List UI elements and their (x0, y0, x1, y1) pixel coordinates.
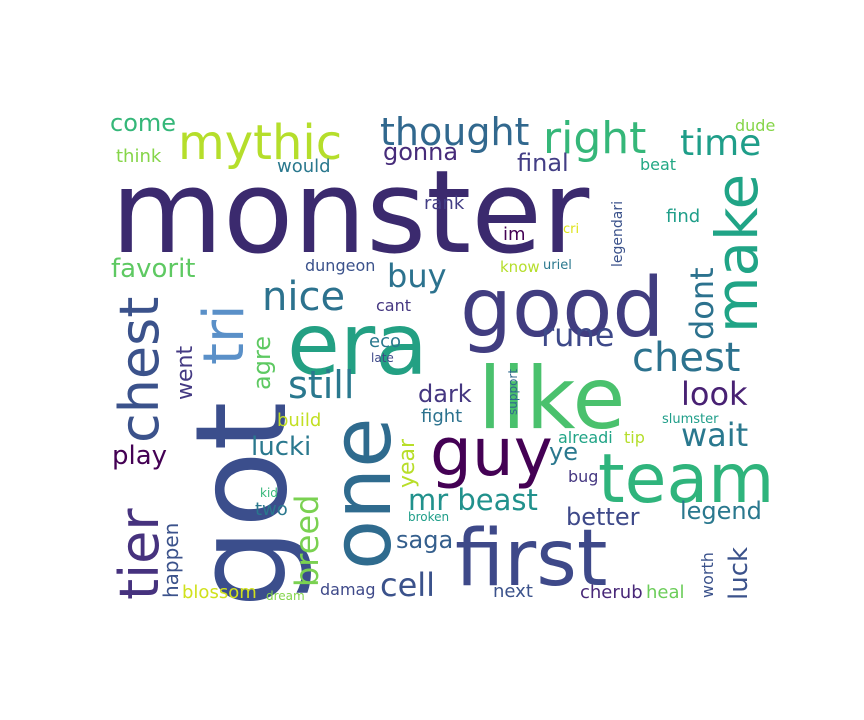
word-agre: agre (248, 336, 276, 390)
word-luck: luck (724, 547, 754, 600)
word-next: next (493, 581, 533, 602)
word-time: time (680, 123, 761, 164)
word-year: year (395, 438, 420, 488)
word-think: think (116, 146, 162, 167)
word-still: still (288, 363, 354, 407)
word-ye: ye (549, 438, 578, 466)
word-know: know (500, 258, 540, 276)
word-two: two (255, 499, 288, 520)
word-tip: tip (624, 428, 645, 447)
word-nice: nice (262, 274, 345, 320)
word-support: support (506, 369, 520, 415)
word-beat: beat (640, 155, 676, 174)
word-bug: bug (568, 467, 598, 486)
word-would: would (277, 156, 331, 177)
word-lucki: lucki (251, 432, 311, 462)
word-chest-vertical: chest (108, 297, 171, 443)
word-monster: monster (111, 146, 590, 280)
word-team: team (598, 440, 774, 519)
word-legendari: legendari (610, 201, 626, 267)
word-era: era (287, 295, 428, 395)
word-tri: tri (192, 304, 257, 365)
word-got: got (168, 402, 315, 608)
word-worth: worth (698, 552, 717, 598)
word-chest: chest (632, 335, 740, 381)
word-eco: eco (369, 331, 401, 352)
word-come: come (110, 109, 176, 137)
word-like: like (478, 349, 625, 449)
word-uriel: uriel (543, 258, 572, 273)
word-saga: saga (396, 526, 453, 554)
word-happen: happen (159, 523, 183, 598)
word-thought: thought (380, 110, 529, 154)
word-gonna: gonna (383, 138, 458, 166)
word-kid: kid (260, 486, 278, 500)
word-cant: cant (376, 296, 411, 315)
word-good: good (460, 261, 664, 356)
word-dude: dude (735, 116, 775, 135)
word-dont: dont (683, 267, 721, 340)
word-make: make (703, 174, 771, 333)
word-alreadi: alreadi (558, 428, 613, 447)
word-cell: cell (380, 566, 435, 604)
word-one: one (315, 417, 410, 570)
word-buy: buy (387, 257, 447, 295)
word-dream: dream (266, 589, 305, 603)
word-legend: legend (680, 497, 762, 525)
word-mythic: mythic (178, 115, 342, 171)
word-first: first (455, 514, 607, 604)
word-fight: fight (421, 406, 462, 427)
word-late: late (371, 351, 394, 365)
word-wait: wait (681, 416, 748, 454)
word-dungeon: dungeon (305, 256, 375, 275)
word-slumster: slumster (662, 412, 719, 427)
word-cri: cri (563, 222, 579, 237)
word-look: look (681, 375, 748, 413)
word-damag: damag (320, 580, 376, 599)
word-rune: rune (541, 316, 614, 354)
word-favorit: favorit (111, 254, 196, 284)
word-im: im (503, 224, 526, 245)
word-breed: breed (288, 495, 326, 587)
word-final: final (517, 149, 569, 177)
word-cherub: cherub (580, 582, 643, 603)
word-heal: heal (646, 582, 685, 603)
word-build: build (277, 410, 321, 431)
word-guy: guy (430, 414, 553, 491)
word-rank: rank (424, 193, 465, 214)
word-play: play (112, 441, 167, 471)
word-dark: dark (418, 380, 472, 408)
word-went: went (173, 346, 198, 400)
word-broken: broken (408, 510, 449, 524)
word-blossom: blossom (182, 582, 257, 603)
word-better: better (566, 503, 640, 531)
word-right: right (543, 113, 646, 164)
word-mr-beast: mr beast (408, 483, 538, 517)
word-find: find (666, 206, 700, 227)
word-tier: tier (108, 508, 171, 600)
